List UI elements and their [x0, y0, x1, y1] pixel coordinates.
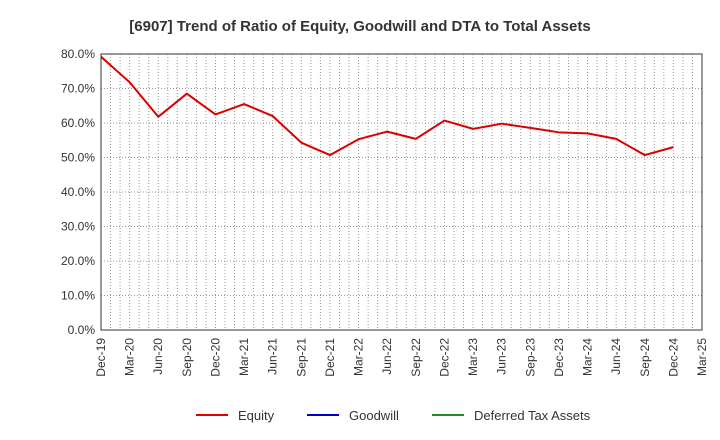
series-line-equity: [100, 56, 674, 157]
y-tick-label: 70.0%: [61, 82, 95, 96]
y-tick-label: 30.0%: [61, 220, 95, 234]
x-tick-label: Dec-23: [552, 338, 566, 377]
x-tick-label: Dec-24: [666, 338, 680, 377]
x-tick-label: Dec-22: [437, 338, 451, 377]
x-tick-label: Dec-21: [323, 338, 337, 377]
x-tick-label: Mar-22: [352, 338, 366, 376]
legend-label-equity: Equity: [238, 408, 275, 423]
x-tick-label: Sep-23: [523, 338, 537, 377]
y-tick-label: 0.0%: [68, 323, 96, 337]
plot-area: [100, 53, 703, 331]
y-axis-ticks: 0.0% 10.0% 20.0% 30.0% 40.0% 50.0% 60.0% 70.0% 8…: [61, 47, 95, 337]
y-tick-label: 50.0%: [61, 151, 95, 165]
x-tick-label: Mar-24: [581, 338, 595, 376]
y-tick-label: 60.0%: [61, 116, 95, 130]
x-tick-label: Jun-24: [609, 338, 623, 375]
x-tick-label: Dec-19: [94, 338, 108, 377]
x-tick-label: Jun-20: [151, 338, 165, 375]
x-tick-label: Sep-24: [638, 338, 652, 377]
x-tick-label: Jun-23: [495, 338, 509, 375]
y-tick-label: 20.0%: [61, 254, 95, 268]
x-tick-label: Dec-20: [208, 338, 222, 377]
chart-title: [6907] Trend of Ratio of Equity, Goodwil…: [129, 18, 590, 35]
legend-label-deferred-tax-assets: Deferred Tax Assets: [474, 408, 591, 423]
x-tick-label: Sep-22: [409, 338, 423, 377]
legend-label-goodwill: Goodwill: [349, 408, 399, 423]
x-tick-label: Mar-23: [466, 338, 480, 376]
x-tick-label: Mar-20: [123, 338, 137, 376]
x-tick-label: Sep-20: [180, 338, 194, 377]
x-tick-label: Jun-22: [380, 338, 394, 375]
x-tick-label: Sep-21: [294, 338, 308, 377]
x-tick-label: Jun-21: [266, 338, 280, 375]
y-tick-label: 80.0%: [61, 47, 95, 61]
x-tick-label: Mar-25: [695, 338, 709, 376]
y-tick-label: 40.0%: [61, 185, 95, 199]
legend: Equity Goodwill Deferred Tax Assets: [196, 408, 591, 423]
x-axis-ticks: Dec-19 Mar-20 Jun-20 Sep-20 Dec-20 Mar-21 Jun-…: [94, 338, 709, 377]
grid: [100, 53, 703, 331]
series-layer: [100, 56, 674, 157]
x-tick-label: Mar-21: [237, 338, 251, 376]
y-tick-label: 10.0%: [61, 289, 95, 303]
